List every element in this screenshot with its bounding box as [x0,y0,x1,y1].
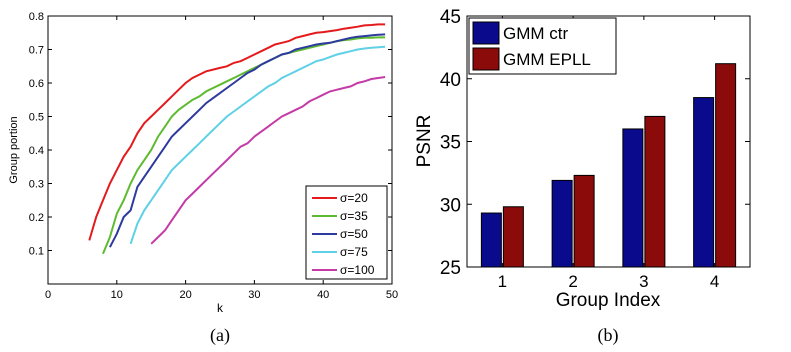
bar-gmm-epll-2 [573,174,595,268]
y-tick-label: 0.8 [29,11,44,23]
y-tick-label: 0.4 [29,145,44,157]
line-chart-group-portion: 0 10 20 30 40 50 0.1 0.2 0.3 0.4 0.5 0.6 0.7 0.8 k Gr… [8,11,398,315]
y-tick-label: 35 [440,133,461,154]
y-axis-label: PSNR [414,115,435,168]
bar-gmm-ctr-1 [480,212,502,268]
x-tick-label: 10 [111,289,123,301]
y-tick-label: 0.5 [29,112,44,124]
legend-swatch [472,47,500,71]
bar-gmm-epll-1 [502,206,524,268]
x-axis-label: k [217,301,224,315]
legend-label: σ=35 [340,209,368,223]
x-tick-label: 30 [248,289,260,301]
x-tick-label: 40 [317,289,329,301]
legend-label: σ=100 [340,263,375,277]
y-tick-label: 0.7 [29,45,44,57]
series-line-5 [150,76,386,245]
series-line-4 [129,45,386,245]
bar-gmm-epll-4 [715,63,737,268]
x-axis-label: Group Index [556,290,661,311]
x-tick-label: 1 [498,272,507,291]
legend-label: GMM EPLL [503,50,591,69]
x-tick-label: 4 [710,272,719,291]
y-tick-label: 0.2 [29,212,44,224]
bar-gmm-ctr-2 [551,179,573,268]
legend-label: σ=50 [340,227,368,241]
series-line-1 [88,23,386,241]
line-series-layer [88,23,386,255]
y-axis-label: Group portion [8,116,20,183]
x-tick-label: 0 [45,289,51,301]
bar-gmm-ctr-4 [693,97,715,268]
axis-ticks: 0 10 20 30 40 50 0.1 0.2 0.3 0.4 0.5 0.6 0.7 0.8 [29,11,398,301]
legend: GMM ctr GMM EPLL [468,17,617,75]
legend-swatch [472,21,500,45]
y-tick-label: 25 [440,258,461,279]
caption-b: (b) [598,325,619,346]
axis-ticks: 1 2 3 4 25 30 35 40 45 [440,7,750,291]
caption-a: (a) [210,325,230,346]
bar-gmm-epll-3 [644,115,666,268]
y-tick-label: 30 [440,195,461,216]
legend-box [305,185,388,280]
x-tick-label: 2 [568,272,577,291]
x-tick-label: 50 [386,289,398,301]
y-tick-label: 0.3 [29,179,44,191]
x-tick-label: 20 [179,289,191,301]
legend: σ=20 σ=35 σ=50 σ=75 σ=100 [305,185,388,280]
legend-label: σ=75 [340,245,368,259]
y-tick-label: 0.1 [29,246,44,258]
bar-series-layer [480,63,737,268]
bar-gmm-ctr-3 [622,128,644,268]
legend-label: σ=20 [340,191,368,205]
x-tick-label: 3 [639,272,648,291]
y-tick-label: 45 [440,7,461,28]
series-line-3 [109,33,386,248]
y-tick-label: 40 [440,70,461,91]
y-tick-label: 0.6 [29,78,44,90]
legend-label: GMM ctr [503,24,568,43]
